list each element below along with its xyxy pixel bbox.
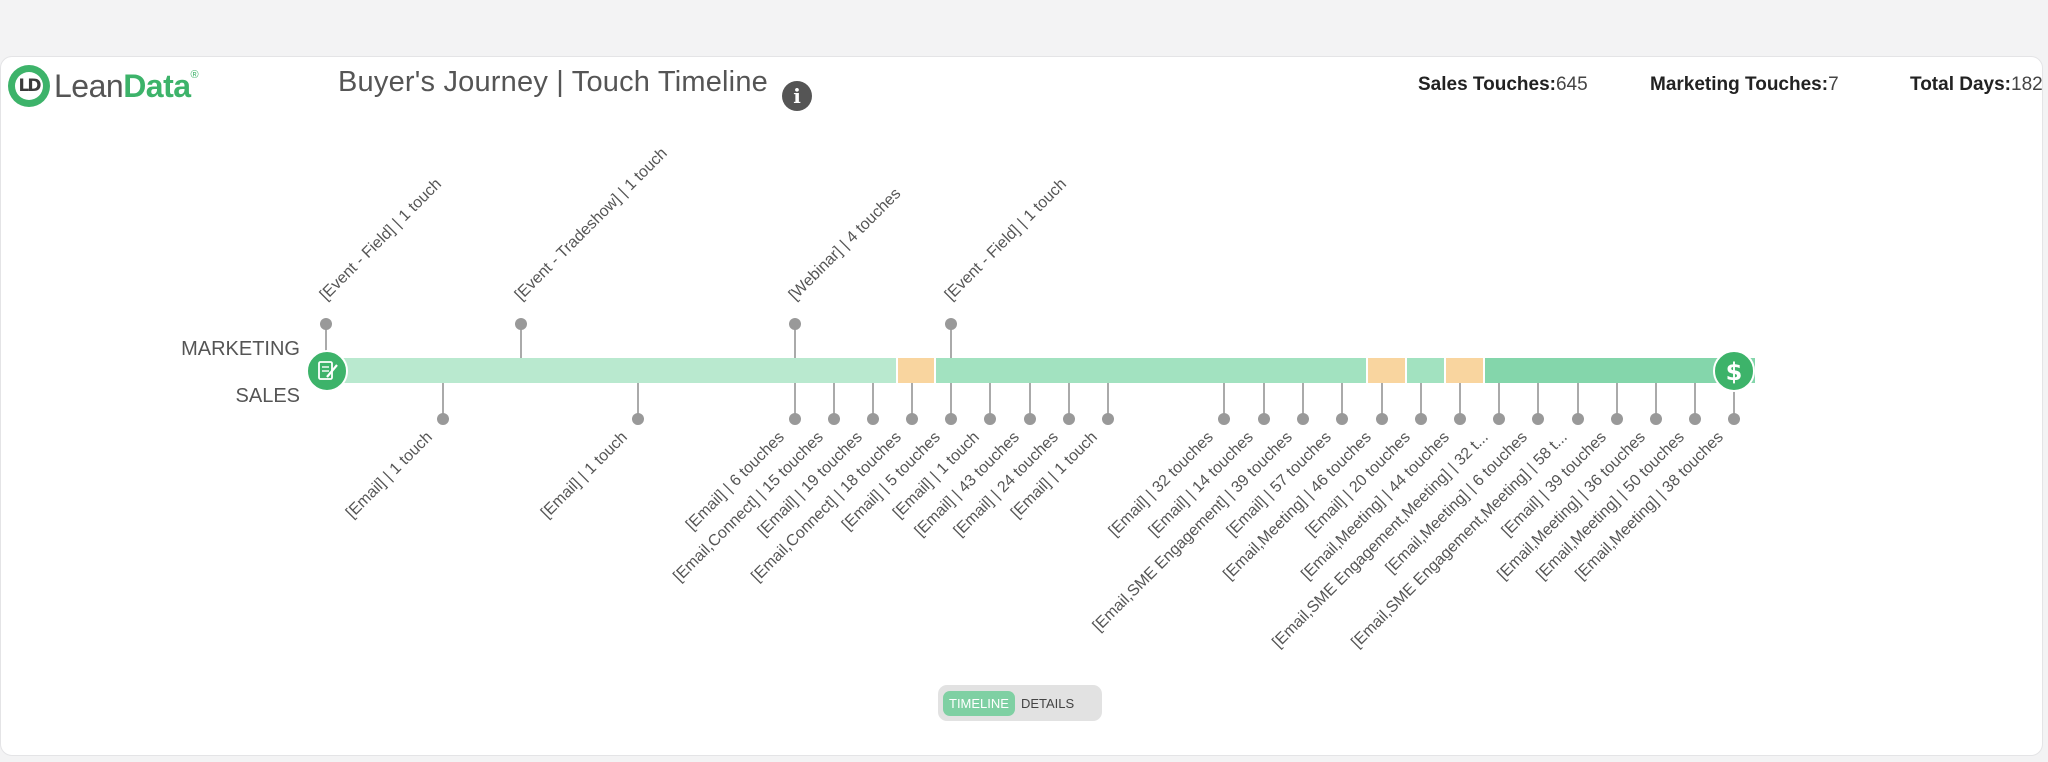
sales-touch[interactable]: [Email] | 1 touch: [1008, 383, 1114, 522]
marketing-touch[interactable]: [Webinar] | 4 touches: [786, 185, 905, 358]
total-days-label: Total Days:: [1910, 74, 2012, 95]
info-icon[interactable]: i: [782, 81, 812, 111]
page-title: Buyer's Journey | Touch Timeline: [338, 66, 768, 98]
sales-touch[interactable]: [Email] | 1 touch: [538, 383, 644, 522]
logo-lean-text: Lean: [54, 68, 124, 104]
marketing-touch-label: [Webinar] | 4 touches: [786, 185, 905, 304]
leandata-logo: LD LeanData®: [8, 64, 199, 108]
total-days-value: 182: [2011, 74, 2043, 95]
marketing-touches-stat: Marketing Touches:7: [1650, 74, 1839, 96]
marketing-touch-label: [Event - Field] | 1 touch: [317, 176, 445, 304]
sales-touches-label: Sales Touches:: [1418, 74, 1556, 95]
marketing-touch[interactable]: [Event - Field] | 1 touch: [942, 176, 1070, 358]
timeline-segment[interactable]: [327, 358, 897, 383]
view-toggle: TIMELINE DETAILS: [938, 685, 1102, 721]
logo-data-text: Data: [123, 68, 191, 104]
sales-touch-label: [Email,Connect] | 15 touches: [670, 429, 826, 585]
marketing-row-label: MARKETING: [181, 338, 300, 360]
sales-touch[interactable]: [Email,SME Engagement] | 39 touches: [1090, 383, 1309, 635]
svg-text:$: $: [1726, 358, 1743, 386]
marketing-touch-label: [Event - Tradeshow] | 1 touch: [512, 145, 671, 304]
timeline-segment[interactable]: [1367, 358, 1406, 383]
marketing-touch[interactable]: [Event - Field] | 1 touch: [317, 176, 445, 358]
marketing-touches-label: Marketing Touches:: [1650, 74, 1829, 95]
timeline-card: [0, 56, 2043, 756]
timeline-segment[interactable]: [1406, 358, 1445, 383]
sales-touches-stat: Sales Touches:645: [1418, 74, 1588, 96]
sales-row-label: SALES: [236, 385, 300, 407]
logo-registered-mark: ®: [190, 69, 199, 81]
total-days-stat: Total Days:182: [1910, 74, 2043, 96]
timeline-segment[interactable]: [897, 358, 935, 383]
marketing-touch-label: [Event - Field] | 1 touch: [942, 176, 1070, 304]
timeline-segment[interactable]: [1484, 358, 1755, 383]
tab-timeline[interactable]: TIMELINE: [943, 690, 1015, 716]
timeline-bar: [327, 358, 1755, 383]
marketing-touch[interactable]: [Event - Tradeshow] | 1 touch: [512, 145, 671, 358]
logo-wordmark: LeanData®: [54, 68, 199, 104]
marketing-touches-value: 7: [1828, 74, 1839, 95]
sales-touch[interactable]: [Email] | 1 touch: [343, 383, 449, 522]
logo-mark-icon: LD: [8, 65, 50, 107]
sales-touch-label: [Email] | 1 touch: [343, 429, 436, 522]
sales-touch-row: [Email] | 1 touch [Email] | 1 touch [Email…: [343, 383, 1740, 651]
sales-touches-value: 645: [1555, 74, 1588, 95]
document-edit-icon[interactable]: [306, 350, 348, 392]
marketing-touch-row: [Event - Field] | 1 touch [Event - Trades…: [317, 145, 1070, 358]
timeline-segment[interactable]: [935, 358, 1367, 383]
tab-details[interactable]: DETAILS: [1020, 695, 1075, 711]
sales-touch-label: [Email] | 1 touch: [538, 429, 631, 522]
timeline-segment[interactable]: [1445, 358, 1484, 383]
dollar-icon[interactable]: $: [1713, 350, 1755, 392]
